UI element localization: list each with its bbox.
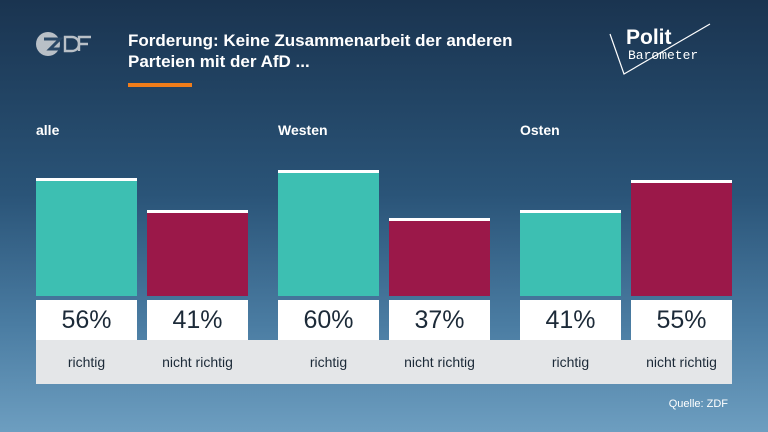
bar-richtig <box>520 210 621 296</box>
data-label: 60% <box>278 300 379 340</box>
title-line-1: Forderung: Keine Zusammenarbeit der ande… <box>128 31 513 50</box>
bar-nicht-richtig <box>631 180 732 296</box>
source-label: Quelle: ZDF <box>668 398 728 410</box>
title-line-2: Parteien mit der AfD ... <box>128 52 310 71</box>
group-label: alle <box>36 122 60 138</box>
bar-nicht-richtig <box>389 218 490 296</box>
data-label: 41% <box>520 300 621 340</box>
group-label: Westen <box>278 122 328 138</box>
politbarometer-line-2: Barometer <box>628 48 698 63</box>
politbarometer-line-1: Polit <box>626 26 672 49</box>
bar-richtig <box>278 170 379 296</box>
politbarometer-logo: Polit Barometer <box>609 23 711 75</box>
category-label: nicht richtig <box>162 354 233 370</box>
group-label: Osten <box>520 122 560 138</box>
category-label: richtig <box>309 354 348 370</box>
bar-richtig <box>36 178 137 296</box>
bar-nicht-richtig <box>147 210 248 296</box>
data-label: 56% <box>36 300 137 340</box>
data-label: 55% <box>631 300 732 340</box>
data-label: 37% <box>389 300 490 340</box>
data-label: 41% <box>147 300 248 340</box>
title-accent-bar <box>128 83 192 87</box>
category-label: nicht richtig <box>646 354 717 370</box>
category-label: richtig <box>67 354 106 370</box>
category-strip <box>36 340 732 384</box>
zdf-logo <box>36 32 91 56</box>
category-label: nicht richtig <box>404 354 475 370</box>
chart-title: Forderung: Keine Zusammenarbeit der ande… <box>128 30 568 72</box>
category-label: richtig <box>551 354 590 370</box>
